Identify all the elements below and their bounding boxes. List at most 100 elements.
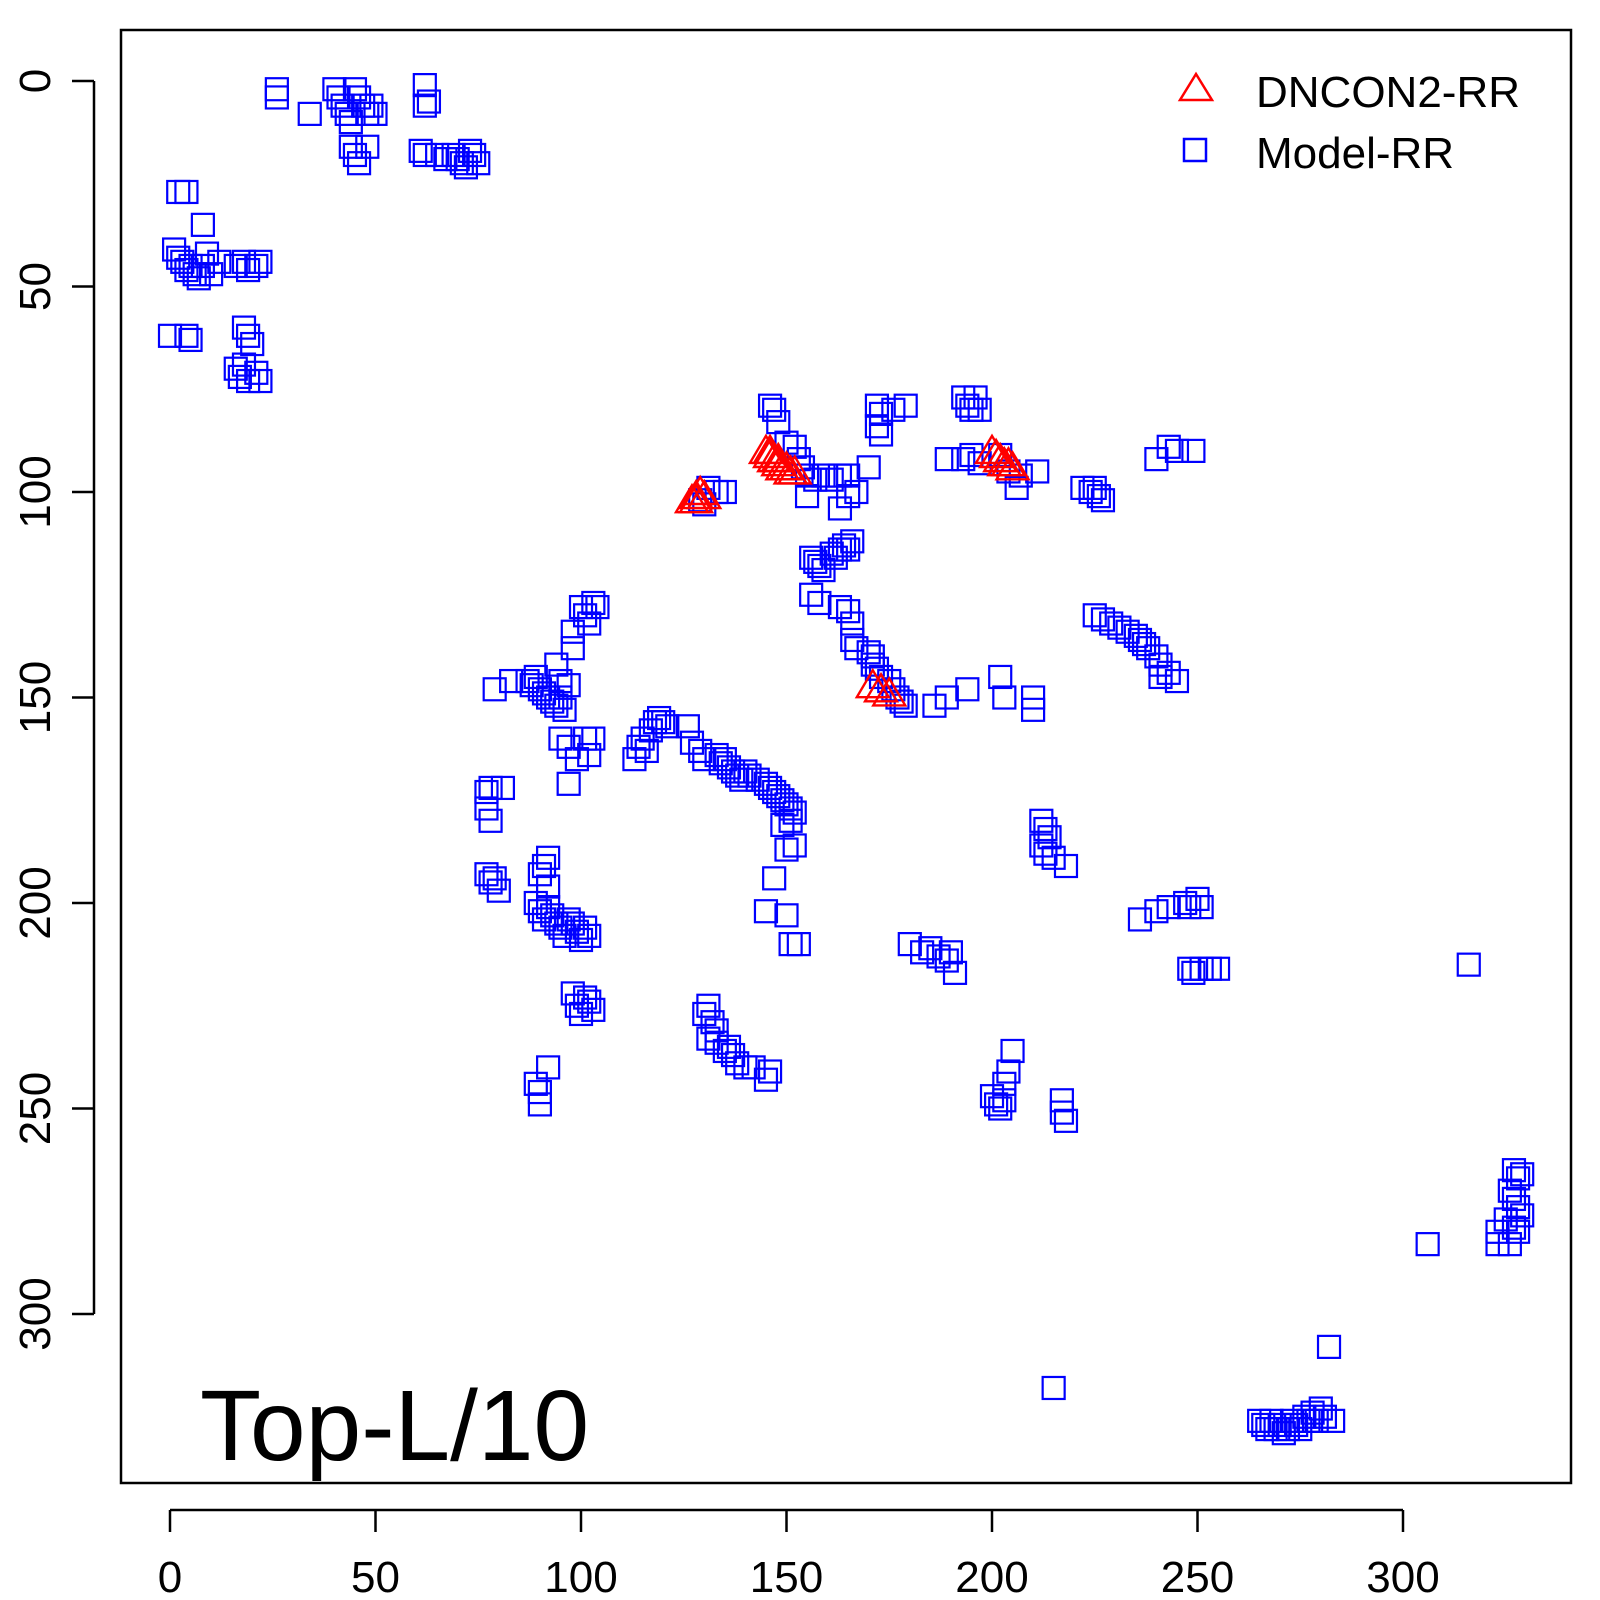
- model-rr-point: [757, 393, 783, 418]
- model-rr-point: [992, 685, 1017, 710]
- model-rr-point: [166, 245, 191, 270]
- model-rr-point: [655, 714, 680, 739]
- model-rr-point: [1131, 631, 1157, 657]
- model-rr-point: [207, 249, 232, 274]
- panel-annotation: Top-L/10: [200, 1370, 589, 1482]
- model-rr-point: [864, 393, 890, 418]
- model-rr-point: [1177, 895, 1202, 920]
- model-rr-point: [729, 767, 754, 792]
- model-rr-point: [548, 915, 573, 940]
- x-axis: 0 50 100 150 200 250 300: [158, 1508, 1440, 1600]
- model-rr-point: [536, 1055, 561, 1080]
- model-rr-point: [1263, 1416, 1288, 1442]
- model-rr-point: [527, 1079, 553, 1105]
- model-rr-point: [1493, 1207, 1518, 1232]
- data-marks: [157, 73, 1535, 1446]
- model-rr-point: [548, 685, 573, 710]
- model-rr-point: [1082, 475, 1107, 500]
- y-axis: 0 50 100 150 200 250 300: [11, 69, 96, 1351]
- model-rr-point: [1041, 845, 1066, 870]
- model-rr-point: [527, 1092, 553, 1117]
- model-rr-point: [737, 763, 762, 788]
- model-rr-point: [474, 862, 499, 887]
- model-rr-point: [1185, 886, 1210, 911]
- model-rr-point: [1247, 1408, 1272, 1433]
- model-rr-point: [926, 944, 951, 969]
- model-rr-point: [552, 697, 577, 722]
- model-rr-point: [244, 253, 269, 279]
- model-rr-point: [646, 705, 672, 731]
- model-rr-point: [1156, 434, 1181, 459]
- model-rr-point: [1189, 895, 1214, 920]
- model-rr-point: [342, 77, 368, 102]
- model-rr-point: [560, 636, 585, 661]
- model-rr-point: [478, 870, 503, 895]
- model-rr-point: [1144, 447, 1169, 472]
- model-rr-point: [568, 594, 594, 620]
- model-rr-point: [1049, 1100, 1074, 1125]
- model-rr-point: [338, 109, 363, 135]
- model-rr-point: [231, 352, 257, 377]
- model-rr-point: [934, 948, 959, 973]
- model-rr-point: [231, 315, 257, 340]
- model-rr-point: [836, 537, 861, 562]
- model-rr-point: [478, 808, 503, 833]
- model-rr-point: [433, 146, 458, 172]
- model-rr-point: [1090, 607, 1116, 632]
- model-rr-point: [860, 652, 885, 677]
- model-rr-point: [1173, 890, 1198, 916]
- model-rr-point: [1497, 1178, 1522, 1203]
- model-rr-point: [992, 1071, 1017, 1096]
- model-rr-point: [700, 1010, 725, 1035]
- model-rr-point: [955, 393, 980, 418]
- model-rr-point: [720, 759, 746, 784]
- model-rr-point: [844, 636, 869, 661]
- x-tick-label: 250: [1161, 1553, 1234, 1600]
- model-rr-point: [1148, 652, 1173, 677]
- model-rr-point: [819, 541, 844, 566]
- model-rr-point: [753, 1067, 779, 1092]
- dncon2-rr-point: [994, 449, 1031, 481]
- model-rr-point: [1049, 1088, 1074, 1113]
- model-rr-point: [162, 237, 187, 262]
- model-rr-point: [1078, 479, 1103, 505]
- model-rr-point: [1505, 1219, 1531, 1244]
- dncon2-rr-point: [760, 441, 797, 473]
- model-rr-point: [1099, 611, 1124, 636]
- model-rr-point: [1177, 956, 1202, 981]
- model-rr-point: [264, 85, 289, 110]
- model-rr-point: [166, 179, 191, 205]
- model-rr-point: [753, 899, 779, 924]
- model-rr-point: [803, 549, 828, 574]
- model-rr-point: [910, 940, 935, 965]
- model-rr-point: [359, 93, 384, 118]
- model-rr-point: [836, 599, 861, 624]
- y-tick-label: 200: [11, 866, 60, 939]
- model-rr-point: [248, 368, 273, 394]
- model-rr-point: [1510, 1203, 1535, 1228]
- model-rr-point: [482, 677, 507, 702]
- model-rr-point: [696, 993, 721, 1018]
- model-rr-point: [474, 779, 499, 805]
- model-rr-point: [573, 603, 598, 628]
- model-rr-point: [1107, 615, 1132, 640]
- model-rr-point: [811, 463, 836, 488]
- model-rr-point: [227, 364, 252, 390]
- model-rr-point: [466, 151, 491, 176]
- model-rr-point: [1501, 1186, 1527, 1212]
- model-rr-point: [235, 368, 261, 394]
- model-rr-point: [544, 911, 569, 936]
- model-rr-point: [1029, 833, 1054, 858]
- model-rr-point: [457, 138, 483, 163]
- model-rr-point: [1304, 1408, 1329, 1433]
- model-rr-point: [951, 385, 976, 410]
- model-rr-point: [1115, 619, 1140, 644]
- model-rr-point: [556, 771, 581, 796]
- model-rr-point: [182, 262, 207, 287]
- model-rr-point: [531, 907, 557, 932]
- model-rr-point: [831, 533, 857, 558]
- model-rr-point: [1086, 484, 1111, 509]
- model-rr-point: [523, 1071, 548, 1096]
- model-rr-point: [770, 812, 795, 838]
- model-rr-point: [1029, 808, 1054, 833]
